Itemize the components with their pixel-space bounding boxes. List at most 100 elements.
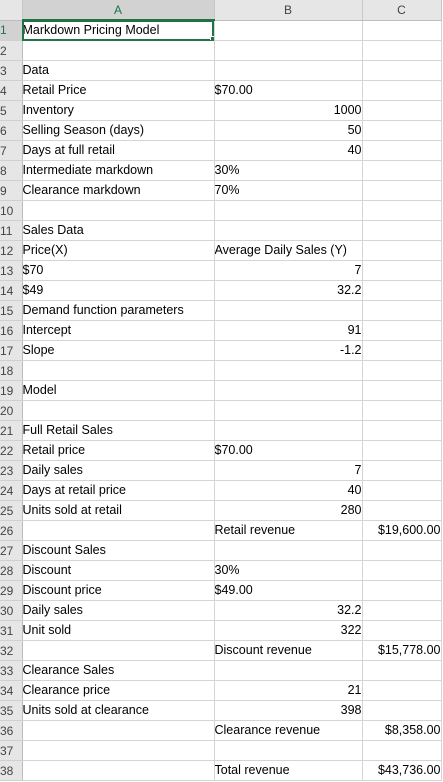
cell-a[interactable]: Full Retail Sales bbox=[22, 420, 215, 441]
cell-a[interactable]: Units sold at retail bbox=[22, 500, 215, 521]
column-header-c[interactable]: C bbox=[362, 0, 442, 21]
cell-b[interactable]: 32.2 bbox=[214, 280, 363, 301]
cell-a[interactable]: Unit sold bbox=[22, 620, 215, 641]
cell-c[interactable] bbox=[362, 40, 442, 61]
cell-b[interactable] bbox=[214, 360, 363, 381]
cell-a[interactable]: $70 bbox=[22, 260, 215, 281]
cell-c[interactable] bbox=[362, 220, 442, 241]
cell-a[interactable]: Retail price bbox=[22, 440, 215, 461]
cell-b[interactable] bbox=[214, 40, 363, 61]
row-header[interactable]: 26 bbox=[0, 520, 23, 541]
cell-b[interactable] bbox=[214, 380, 363, 401]
cell-b[interactable] bbox=[214, 20, 363, 41]
cell-c[interactable]: $8,358.00 bbox=[362, 720, 442, 741]
cell-a[interactable]: Days at full retail bbox=[22, 140, 215, 161]
cell-c[interactable] bbox=[362, 160, 442, 181]
row-header[interactable]: 6 bbox=[0, 120, 23, 141]
row-header[interactable]: 17 bbox=[0, 340, 23, 361]
cell-b[interactable]: 30% bbox=[214, 560, 363, 581]
row-header[interactable]: 7 bbox=[0, 140, 23, 161]
cell-c[interactable] bbox=[362, 740, 442, 761]
cell-a[interactable]: Discount Sales bbox=[22, 540, 215, 561]
cell-c[interactable] bbox=[362, 320, 442, 341]
cell-b[interactable]: Retail revenue bbox=[214, 520, 363, 541]
cell-b[interactable] bbox=[214, 300, 363, 321]
cell-a[interactable]: Selling Season (days) bbox=[22, 120, 215, 141]
row-header[interactable]: 5 bbox=[0, 100, 23, 121]
cell-b[interactable]: 70% bbox=[214, 180, 363, 201]
cell-a[interactable] bbox=[22, 720, 215, 741]
cell-c[interactable] bbox=[362, 440, 442, 461]
cell-a[interactable] bbox=[22, 40, 215, 61]
row-header[interactable]: 24 bbox=[0, 480, 23, 501]
column-header-b[interactable]: B bbox=[214, 0, 363, 21]
row-header[interactable]: 3 bbox=[0, 60, 23, 81]
cell-a[interactable]: Units sold at clearance bbox=[22, 700, 215, 721]
row-header[interactable]: 30 bbox=[0, 600, 23, 621]
cell-b[interactable]: 322 bbox=[214, 620, 363, 641]
row-header[interactable]: 34 bbox=[0, 680, 23, 701]
cell-c[interactable] bbox=[362, 460, 442, 481]
row-header[interactable]: 1 bbox=[0, 20, 23, 41]
cell-c[interactable] bbox=[362, 420, 442, 441]
cell-c[interactable] bbox=[362, 500, 442, 521]
cell-c[interactable]: $15,778.00 bbox=[362, 640, 442, 661]
row-header[interactable]: 29 bbox=[0, 580, 23, 601]
cell-a[interactable] bbox=[22, 520, 215, 541]
cell-b[interactable]: -1.2 bbox=[214, 340, 363, 361]
cell-b[interactable]: 91 bbox=[214, 320, 363, 341]
row-header[interactable]: 23 bbox=[0, 460, 23, 481]
cell-c[interactable] bbox=[362, 580, 442, 601]
row-header[interactable]: 14 bbox=[0, 280, 23, 301]
cell-b[interactable] bbox=[214, 740, 363, 761]
cell-c[interactable] bbox=[362, 260, 442, 281]
row-header[interactable]: 27 bbox=[0, 540, 23, 561]
row-header[interactable]: 2 bbox=[0, 40, 23, 61]
row-header[interactable]: 31 bbox=[0, 620, 23, 641]
cell-b[interactable]: $70.00 bbox=[214, 80, 363, 101]
cell-a[interactable]: Data bbox=[22, 60, 215, 81]
cell-c[interactable] bbox=[362, 340, 442, 361]
cell-b[interactable]: Discount revenue bbox=[214, 640, 363, 661]
row-header[interactable]: 35 bbox=[0, 700, 23, 721]
row-header[interactable]: 16 bbox=[0, 320, 23, 341]
row-header[interactable]: 28 bbox=[0, 560, 23, 581]
cell-c[interactable] bbox=[362, 540, 442, 561]
cell-c[interactable] bbox=[362, 240, 442, 261]
cell-a[interactable]: Discount bbox=[22, 560, 215, 581]
cell-b[interactable]: $70.00 bbox=[214, 440, 363, 461]
cell-c[interactable] bbox=[362, 280, 442, 301]
row-header[interactable]: 4 bbox=[0, 80, 23, 101]
cell-c[interactable] bbox=[362, 400, 442, 421]
row-header[interactable]: 38 bbox=[0, 760, 23, 781]
cell-b[interactable] bbox=[214, 200, 363, 221]
cell-a[interactable]: Clearance Sales bbox=[22, 660, 215, 681]
cell-b[interactable]: 1000 bbox=[214, 100, 363, 121]
cell-c[interactable] bbox=[362, 360, 442, 381]
cell-a[interactable] bbox=[22, 740, 215, 761]
cell-b[interactable]: 50 bbox=[214, 120, 363, 141]
cell-a[interactable]: Retail Price bbox=[22, 80, 215, 101]
cell-b[interactable]: $49.00 bbox=[214, 580, 363, 601]
cell-b[interactable]: Clearance revenue bbox=[214, 720, 363, 741]
cell-c[interactable] bbox=[362, 300, 442, 321]
cell-c[interactable] bbox=[362, 80, 442, 101]
cell-a[interactable] bbox=[22, 200, 215, 221]
cell-a[interactable] bbox=[22, 640, 215, 661]
cell-c[interactable] bbox=[362, 700, 442, 721]
cell-a[interactable]: Daily sales bbox=[22, 460, 215, 481]
cell-c[interactable]: $19,600.00 bbox=[362, 520, 442, 541]
cell-b[interactable] bbox=[214, 420, 363, 441]
cell-b[interactable]: 398 bbox=[214, 700, 363, 721]
cell-c[interactable] bbox=[362, 120, 442, 141]
column-header-a[interactable]: A bbox=[22, 0, 215, 21]
cell-b[interactable]: 280 bbox=[214, 500, 363, 521]
row-header[interactable]: 13 bbox=[0, 260, 23, 281]
row-header[interactable]: 20 bbox=[0, 400, 23, 421]
row-header[interactable]: 18 bbox=[0, 360, 23, 381]
cell-a[interactable]: Discount price bbox=[22, 580, 215, 601]
cell-c[interactable] bbox=[362, 620, 442, 641]
cell-a[interactable]: Model bbox=[22, 380, 215, 401]
cell-a[interactable] bbox=[22, 760, 215, 781]
row-header[interactable]: 9 bbox=[0, 180, 23, 201]
